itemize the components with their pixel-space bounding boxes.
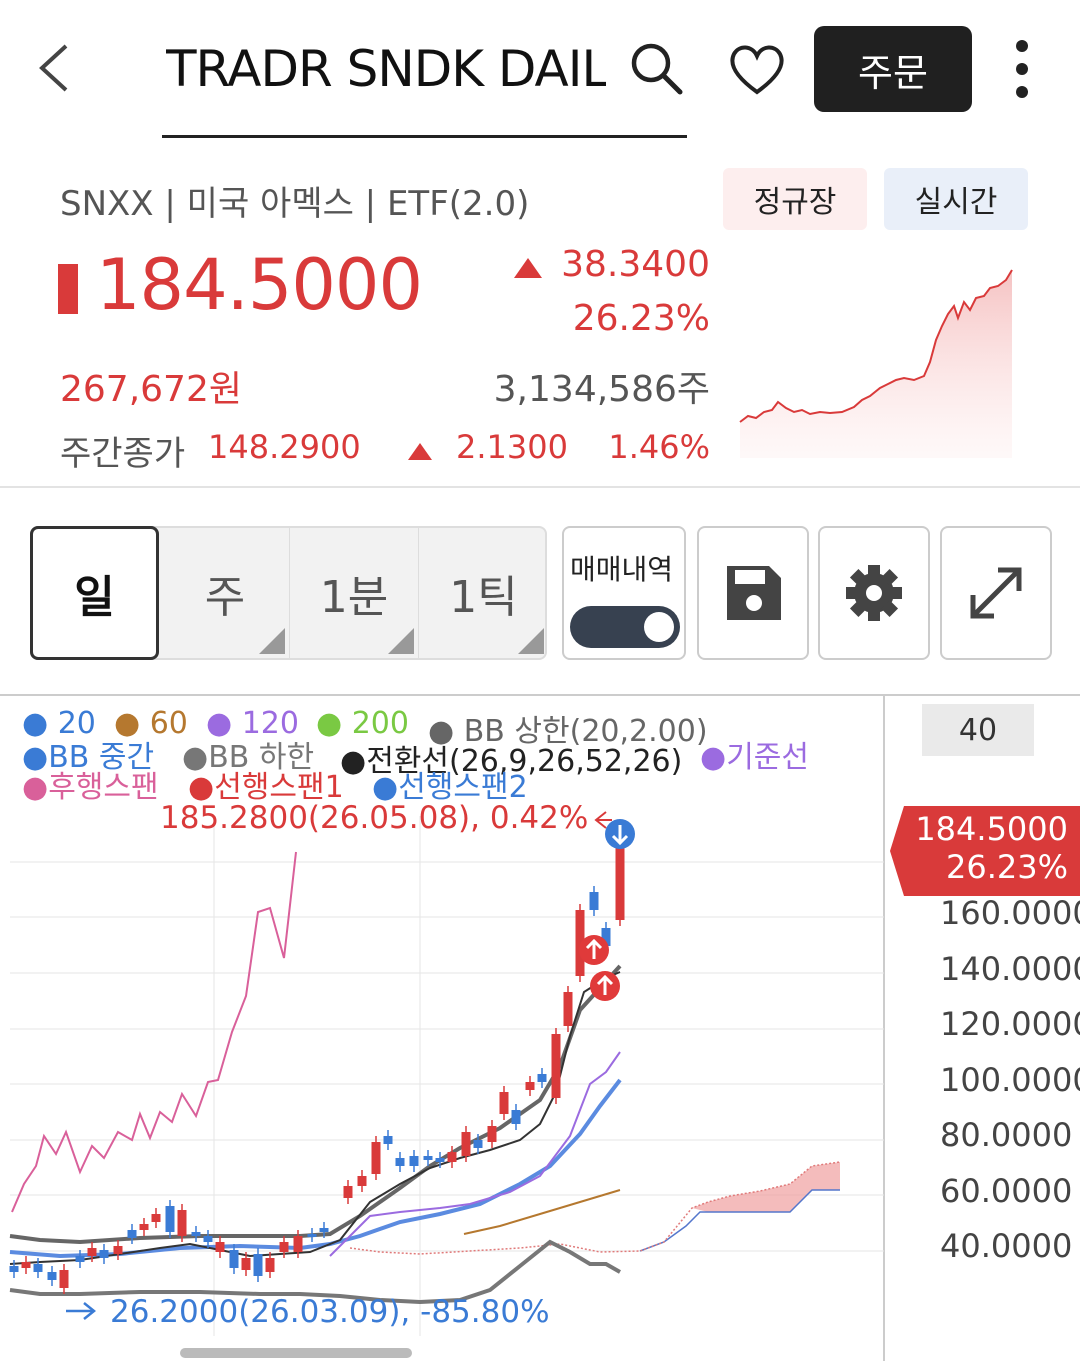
weekly-close-label: 주간종가 — [60, 434, 186, 474]
legend-ma60[interactable]: ● 60 — [114, 706, 188, 741]
legend-bb-mid-label: BB 중간 — [48, 740, 155, 775]
y-tick: 60.0000 — [940, 1172, 1073, 1210]
legend-ma200-label: 200 — [351, 706, 409, 741]
price-change: 38.3400 — [561, 244, 710, 285]
legend-ma20-label: 20 — [57, 706, 96, 741]
fullscreen-button[interactable] — [940, 526, 1052, 660]
tag-price: 184.5000 — [915, 810, 1068, 848]
trade-history-label: 매매내역 — [570, 553, 674, 586]
legend-lead2-label: 선행스팬2 — [398, 770, 528, 805]
section-divider — [0, 486, 1080, 488]
save-button[interactable] — [697, 526, 809, 660]
tab-1min[interactable]: 1분 — [290, 528, 419, 658]
legend-lagging-label: 후행스팬 — [48, 770, 159, 805]
corner-triangle-icon — [518, 628, 544, 654]
legend-base-label: 기준선 — [726, 740, 809, 775]
gear-icon — [846, 565, 902, 621]
current-price: 184.5000 — [96, 244, 423, 326]
legend-ma60-label: 60 — [149, 706, 188, 741]
realtime-badge[interactable]: 실시간 — [884, 168, 1028, 230]
legend-bb-lower[interactable]: ●BB 하한 — [182, 740, 315, 775]
save-icon — [727, 566, 781, 620]
tab-1min-label: 1분 — [319, 572, 389, 623]
heart-icon[interactable] — [728, 42, 786, 96]
legend-base[interactable]: ●기준선 — [700, 740, 809, 775]
legend-lead1[interactable]: ●선행스팬1 — [188, 770, 344, 805]
current-price-tag: 184.5000 26.23% — [888, 804, 1080, 894]
legend-bb-lower-label: BB 하한 — [208, 740, 315, 775]
price-change-percent: 26.23% — [572, 298, 710, 339]
tab-week[interactable]: 주 — [161, 528, 290, 658]
legend-ma20[interactable]: ● 20 — [22, 706, 96, 741]
up-triangle-icon — [514, 258, 542, 278]
weekly-up-triangle-icon — [408, 443, 432, 460]
legend-bb-upper[interactable]: ● BB 상한(20,2.00) — [428, 714, 708, 749]
order-button[interactable]: 주문 — [814, 26, 972, 112]
price-chart[interactable]: ● 20 ● 60 ● 120 ● 200 ● BB 상한(20,2.00) ●… — [0, 694, 1080, 1361]
legend-lead1-label: 선행스팬1 — [214, 770, 344, 805]
weekly-change: 2.1300 — [456, 428, 568, 466]
stock-meta: SNXX | 미국 아멕스 | ETF(2.0) — [60, 184, 530, 224]
tab-week-label: 주 — [204, 572, 246, 623]
search-icon[interactable] — [628, 40, 686, 98]
tab-1tick[interactable]: 1틱 — [419, 528, 548, 658]
legend-lagging[interactable]: ●후행스팬 — [22, 770, 159, 805]
corner-triangle-icon — [259, 628, 285, 654]
krw-price: 267,672원 — [60, 369, 242, 410]
legend-conversion[interactable]: ●전환선(26,9,26,52,26) — [340, 744, 683, 779]
period-tabs: 일 주 1분 1틱 — [30, 526, 547, 660]
intraday-sparkline[interactable] — [738, 262, 1018, 458]
trade-volume: 3,134,586주 — [493, 369, 710, 410]
tab-day[interactable]: 일 — [30, 526, 159, 660]
y-tick: 40.0000 — [940, 1227, 1073, 1265]
legend-ma200[interactable]: ● 200 — [316, 706, 409, 741]
top-bar: TRADR SNDK DAIL 주문 — [0, 0, 1080, 140]
tab-1tick-label: 1틱 — [449, 572, 518, 623]
settings-button[interactable] — [818, 526, 930, 660]
legend-bb-mid[interactable]: ●BB 중간 — [22, 740, 155, 775]
legend-ma120[interactable]: ● 120 — [206, 706, 299, 741]
more-options-icon[interactable] — [1010, 40, 1034, 102]
legend-conversion-label: 전환선(26,9,26,52,26) — [366, 744, 683, 779]
legend-lead2[interactable]: ●선행스팬2 — [372, 770, 528, 805]
period-input[interactable]: 40 — [922, 704, 1034, 756]
corner-triangle-icon — [388, 628, 414, 654]
stock-title: TRADR SNDK DAIL — [166, 40, 606, 98]
high-annotation: 185.2800(26.05.08), 0.42% — [160, 800, 589, 836]
y-tick: 120.0000 — [940, 1005, 1080, 1043]
weekly-close-price: 148.2900 — [208, 428, 361, 466]
legend-bb-upper-label: BB 상한(20,2.00) — [463, 714, 708, 749]
toggle-knob — [644, 612, 674, 642]
toggle-switch[interactable] — [570, 606, 680, 648]
y-tick: 80.0000 — [940, 1116, 1073, 1154]
legend-ma120-label: 120 — [241, 706, 299, 741]
expand-icon — [970, 567, 1022, 619]
stock-title-field[interactable]: TRADR SNDK DAIL — [162, 30, 687, 138]
candle-marker-icon — [58, 264, 78, 314]
y-tick: 160.0000 — [940, 894, 1080, 932]
y-tick: 140.0000 — [940, 950, 1080, 988]
weekly-change-percent: 1.46% — [608, 428, 710, 466]
back-arrow-icon[interactable] — [30, 38, 80, 98]
regular-session-badge[interactable]: 정규장 — [723, 168, 867, 230]
low-annotation: 26.2000(26.03.09), -85.80% — [110, 1294, 550, 1330]
tag-percent: 26.23% — [945, 848, 1068, 886]
trade-history-toggle[interactable]: 매매내역 — [562, 526, 686, 660]
chart-scrollbar[interactable] — [180, 1348, 412, 1358]
y-tick: 100.0000 — [940, 1061, 1080, 1099]
